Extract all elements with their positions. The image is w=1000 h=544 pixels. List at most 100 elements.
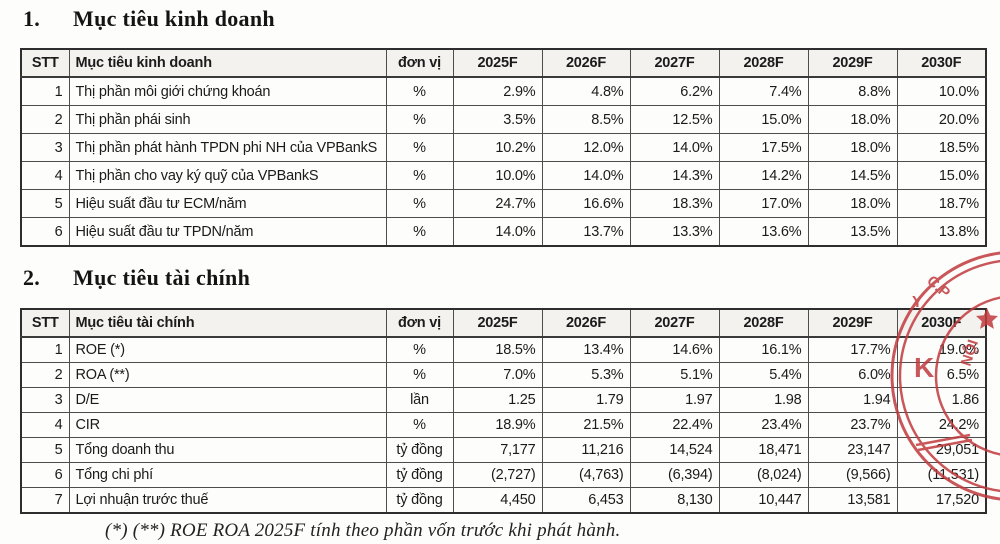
table-row: 2 ROA (**)% 7.0% 5.3% 5.1% 5.4% 6.0% 6.5% [20,362,987,388]
value-cell: 13,581 [807,487,898,514]
section-2-heading: 2. Mục tiêu tài chính [0,265,1000,291]
row-number-cell: 1 [20,336,70,363]
value-cell: 1.25 [452,387,543,413]
value-cell: 4,450 [452,487,543,514]
unit-cell: % [385,105,454,134]
table-row: 6 Hiệu suất đầu tư TPDN/năm% 14.0% 13.7% 13.… [20,217,987,247]
value-cell: 15.0% [896,161,987,190]
value-cell: 17.0% [718,189,809,218]
section-1-number: 1. [23,6,41,31]
value-cell: 29,051 [896,437,987,463]
value-cell: 1.79 [541,387,631,413]
value-cell: 21.5% [541,412,631,438]
value-cell: 14.3% [629,161,720,190]
value-cell: 18,471 [718,437,809,463]
row-number-cell: 3 [20,387,70,413]
metric-name-cell: ROA (**) [68,362,387,388]
column-header: 2027F [629,308,720,338]
value-cell: 3.5% [452,105,543,134]
column-header: 2026F [541,48,631,78]
metric-name-cell: CIR [68,412,387,438]
value-cell: 7.4% [718,76,809,106]
value-cell: 20.0% [896,105,987,134]
value-cell: 15.0% [718,105,809,134]
row-number-cell: 1 [20,76,70,106]
value-cell: 5.4% [718,362,809,388]
section-1-title: Mục tiêu kinh doanh [73,6,275,31]
table-row: 1 ROE (*)% 18.5% 13.4% 14.6% 16.1% 17.7% 19.0% [20,336,987,363]
metric-name-cell: Thị phần môi giới chứng khoán [68,76,387,106]
value-cell: 5.3% [541,362,631,388]
value-cell: 7.0% [452,362,543,388]
column-header: 2026F [541,308,631,338]
value-cell: 23.7% [807,412,898,438]
table-row: 5 Tổng doanh thu tỷ đồng 7,177 11,216 14,524 1… [20,437,987,463]
table-row: 4 CIR% 18.9% 21.5% 22.4% 23.4% 23.7% 24.2% [20,412,987,438]
value-cell: 14.0% [629,133,720,162]
value-cell: 8.5% [541,105,631,134]
value-cell: 7,177 [452,437,543,463]
table-row: 4 Thị phần cho vay ký quỹ của VPBankS% 10.… [20,161,987,190]
value-cell: 10.2% [452,133,543,162]
row-number-cell: 5 [20,189,70,218]
value-cell: 18.0% [807,133,898,162]
financial-targets-table: STT Mục tiêu tài chính đơn vị 2025F 2026F 202… [20,308,987,514]
value-cell: 13.8% [896,217,987,247]
business-targets-table: STT Mục tiêu kinh doanh đơn vị 2025F 2026F 20… [20,48,987,247]
value-cell: 14.2% [718,161,809,190]
value-cell: 11,216 [541,437,631,463]
value-cell: 13.3% [629,217,720,247]
value-cell: 1.98 [718,387,809,413]
metric-name-cell: Thị phần phát hành TPDN phi NH của VPBan… [68,133,387,162]
value-cell: 14.0% [541,161,631,190]
value-cell: 1.97 [629,387,720,413]
unit-cell: % [385,161,454,190]
value-cell: 23,147 [807,437,898,463]
value-cell: 17.5% [718,133,809,162]
section-1-heading: 1. Mục tiêu kinh doanh [0,6,1000,32]
value-cell: 18.7% [896,189,987,218]
row-number-cell: 2 [20,362,70,388]
value-cell: 14.6% [629,336,720,363]
column-header: 2029F [807,48,898,78]
value-cell: 22.4% [629,412,720,438]
value-cell: 4.8% [541,76,631,106]
table-row: 7 Lợi nhuận trước thuế tỷ đồng 4,450 6,453 8,… [20,487,987,514]
column-header: 2025F [452,48,543,78]
unit-cell: lần [385,387,454,413]
unit-cell: tỷ đồng [385,462,454,488]
metric-name-cell: Thị phần cho vay ký quỹ của VPBankS [68,161,387,190]
table-row: 5 Hiệu suất đầu tư ECM/năm% 24.7% 16.6% 18.3… [20,189,987,218]
value-cell: 18.3% [629,189,720,218]
value-cell: 18.0% [807,189,898,218]
value-cell: 13.7% [541,217,631,247]
column-header: STT [20,308,70,338]
row-number-cell: 3 [20,133,70,162]
value-cell: 8.8% [807,76,898,106]
section-2-title: Mục tiêu tài chính [73,265,251,290]
value-cell: 13.4% [541,336,631,363]
column-header: 2028F [718,308,809,338]
row-number-cell: 6 [20,217,70,247]
column-header: Mục tiêu kinh doanh [68,48,387,78]
value-cell: 10,447 [718,487,809,514]
value-cell: 10.0% [896,76,987,106]
value-cell: 5.1% [629,362,720,388]
value-cell: 1.94 [807,387,898,413]
unit-cell: % [385,189,454,218]
value-cell: 18.0% [807,105,898,134]
document-page: 1. Mục tiêu kinh doanh STT Mục tiêu kinh … [0,6,1000,544]
value-cell: (4,763) [541,462,631,488]
value-cell: 6,453 [541,487,631,514]
table-header-row: STT Mục tiêu kinh doanh đơn vị 2025F 2026F 20… [20,48,987,78]
value-cell: 19.0% [896,336,987,363]
value-cell: 2.9% [452,76,543,106]
value-cell: 17.7% [807,336,898,363]
unit-cell: % [385,362,454,388]
column-header: 2029F [807,308,898,338]
column-header: 2030F [896,308,987,338]
unit-cell: tỷ đồng [385,437,454,463]
value-cell: (2,727) [452,462,543,488]
unit-cell: % [385,133,454,162]
metric-name-cell: Hiệu suất đầu tư ECM/năm [68,189,387,218]
